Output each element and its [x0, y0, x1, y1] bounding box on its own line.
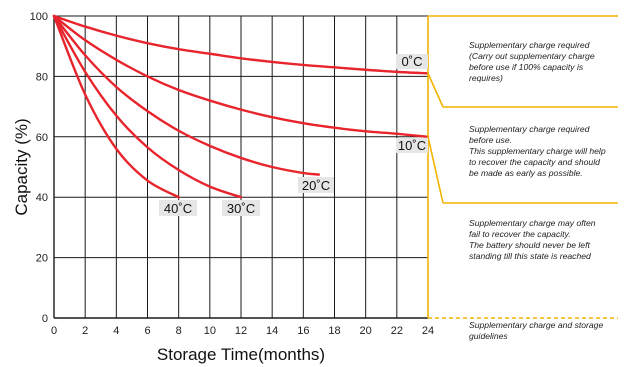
x-tick-label: 16	[297, 325, 309, 337]
label-30c-bg	[222, 200, 260, 216]
x-axis-title: Storage Time(months)	[157, 345, 325, 364]
curve-30c	[52, 14, 243, 199]
x-tick-label: 8	[176, 325, 182, 337]
y-tick-label: 100	[30, 11, 48, 23]
x-tick-label: 10	[204, 325, 216, 337]
x-tick-label: 14	[266, 325, 278, 337]
label-20c-bg	[298, 177, 334, 193]
label-10c-bg	[396, 138, 428, 153]
bracket-zone2-diag	[427, 136, 444, 204]
chart-grid	[53, 15, 429, 319]
label-10c: 10˚C	[398, 138, 426, 153]
bracket-zone1-diag	[427, 73, 444, 108]
label-30c: 30˚C	[227, 201, 255, 216]
chart-curves	[52, 14, 430, 199]
curve-10c	[52, 14, 430, 138]
label-0c-bg	[396, 54, 428, 69]
y-tick-label: 60	[36, 132, 48, 144]
note-brackets	[427, 15, 618, 319]
y-tick-label: 80	[36, 71, 48, 83]
y-tick-label: 40	[36, 192, 48, 204]
x-tick-label: 20	[360, 325, 372, 337]
x-tick-label: 2	[82, 325, 88, 337]
label-20c: 20˚C	[302, 178, 330, 193]
x-tick-label: 24	[422, 325, 434, 337]
x-tick-label: 4	[113, 325, 119, 337]
label-40c-bg	[159, 200, 197, 216]
note-supplementary-required: Supplementary charge required before use…	[469, 124, 606, 178]
label-0c: 0˚C	[402, 54, 423, 69]
note-recovery-warning: Supplementary charge may often fail to r…	[469, 218, 596, 261]
x-tick-label: 6	[144, 325, 150, 337]
note-supplementary-optional: Supplementary charge required (Carry out…	[469, 40, 595, 83]
curve-0c	[52, 14, 430, 75]
label-40c: 40˚C	[164, 201, 192, 216]
x-tick-label: 0	[51, 325, 57, 337]
y-tick-label: 20	[36, 253, 48, 265]
x-tick-label: 18	[328, 325, 340, 337]
x-tick-label: 12	[235, 325, 247, 337]
note-guidelines-title: Supplementary charge and storage guideli…	[469, 320, 604, 341]
y-tick-label: 0	[42, 313, 48, 325]
curve-20c	[52, 14, 321, 176]
x-tick-label: 22	[391, 325, 403, 337]
y-axis-title: Capacity (%)	[12, 118, 31, 215]
curve-40c	[52, 14, 180, 199]
